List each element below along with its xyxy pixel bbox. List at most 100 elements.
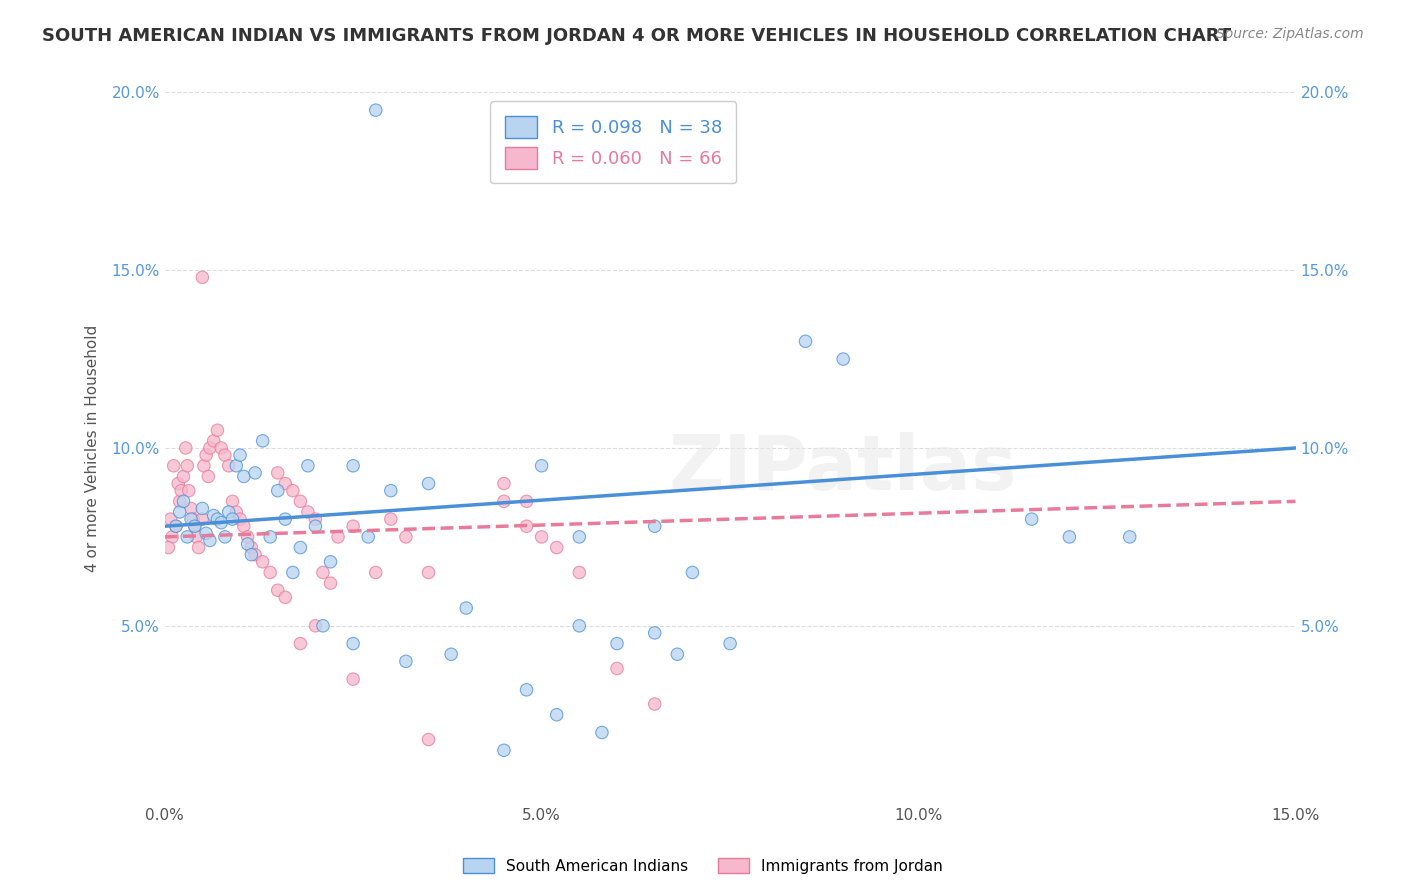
- Point: [319, 555, 342, 569]
- Point: [418, 476, 440, 491]
- Point: [174, 441, 197, 455]
- Point: [1021, 512, 1043, 526]
- Point: [290, 637, 312, 651]
- Point: [267, 583, 290, 598]
- Point: [167, 476, 190, 491]
- Point: [259, 530, 281, 544]
- Point: [218, 458, 240, 473]
- Legend: R = 0.098   N = 38, R = 0.060   N = 66: R = 0.098 N = 38, R = 0.060 N = 66: [491, 102, 737, 184]
- Point: [173, 469, 195, 483]
- Point: [163, 458, 186, 473]
- Point: [169, 505, 191, 519]
- Text: SOUTH AMERICAN INDIAN VS IMMIGRANTS FROM JORDAN 4 OR MORE VEHICLES IN HOUSEHOLD : SOUTH AMERICAN INDIAN VS IMMIGRANTS FROM…: [42, 27, 1232, 45]
- Point: [418, 566, 440, 580]
- Point: [240, 548, 263, 562]
- Point: [395, 654, 418, 668]
- Point: [290, 494, 312, 508]
- Point: [243, 548, 266, 562]
- Point: [267, 466, 290, 480]
- Point: [252, 434, 274, 448]
- Point: [395, 530, 418, 544]
- Point: [180, 501, 202, 516]
- Point: [1059, 530, 1081, 544]
- Point: [606, 637, 628, 651]
- Point: [157, 541, 180, 555]
- Point: [515, 494, 537, 508]
- Y-axis label: 4 or more Vehicles in Household: 4 or more Vehicles in Household: [86, 325, 100, 572]
- Point: [207, 512, 229, 526]
- Point: [380, 483, 402, 498]
- Point: [176, 530, 198, 544]
- Point: [357, 530, 380, 544]
- Point: [191, 501, 214, 516]
- Point: [267, 483, 290, 498]
- Point: [232, 519, 254, 533]
- Point: [456, 601, 478, 615]
- Point: [530, 458, 553, 473]
- Point: [1118, 530, 1140, 544]
- Point: [198, 441, 221, 455]
- Point: [165, 519, 187, 533]
- Point: [606, 661, 628, 675]
- Point: [184, 519, 207, 533]
- Point: [546, 541, 568, 555]
- Point: [209, 516, 232, 530]
- Point: [193, 458, 215, 473]
- Point: [159, 512, 181, 526]
- Point: [794, 334, 817, 349]
- Point: [191, 512, 214, 526]
- Point: [274, 591, 297, 605]
- Point: [312, 619, 335, 633]
- Point: [173, 494, 195, 508]
- Point: [274, 512, 297, 526]
- Point: [591, 725, 613, 739]
- Point: [229, 448, 252, 462]
- Point: [229, 512, 252, 526]
- Point: [319, 576, 342, 591]
- Point: [546, 707, 568, 722]
- Point: [232, 469, 254, 483]
- Point: [297, 458, 319, 473]
- Point: [214, 530, 236, 544]
- Point: [170, 483, 193, 498]
- Point: [666, 647, 689, 661]
- Point: [202, 434, 225, 448]
- Point: [380, 512, 402, 526]
- Point: [644, 697, 666, 711]
- Point: [195, 448, 218, 462]
- Point: [202, 508, 225, 523]
- Point: [177, 483, 200, 498]
- Text: Source: ZipAtlas.com: Source: ZipAtlas.com: [1216, 27, 1364, 41]
- Point: [326, 530, 349, 544]
- Point: [184, 519, 207, 533]
- Point: [515, 682, 537, 697]
- Point: [191, 270, 214, 285]
- Point: [342, 637, 364, 651]
- Point: [186, 530, 208, 544]
- Point: [236, 537, 259, 551]
- Point: [568, 619, 591, 633]
- Point: [492, 743, 515, 757]
- Point: [225, 458, 247, 473]
- Point: [243, 466, 266, 480]
- Point: [304, 512, 326, 526]
- Point: [297, 505, 319, 519]
- Text: ZIPatlas: ZIPatlas: [669, 433, 1018, 507]
- Point: [169, 494, 191, 508]
- Point: [195, 526, 218, 541]
- Point: [530, 530, 553, 544]
- Point: [181, 512, 204, 526]
- Point: [364, 566, 387, 580]
- Point: [644, 519, 666, 533]
- Point: [364, 103, 387, 117]
- Point: [342, 672, 364, 686]
- Point: [681, 566, 703, 580]
- Point: [312, 566, 335, 580]
- Point: [225, 505, 247, 519]
- Point: [160, 530, 183, 544]
- Point: [214, 448, 236, 462]
- Point: [342, 519, 364, 533]
- Point: [568, 566, 591, 580]
- Point: [304, 519, 326, 533]
- Point: [281, 566, 304, 580]
